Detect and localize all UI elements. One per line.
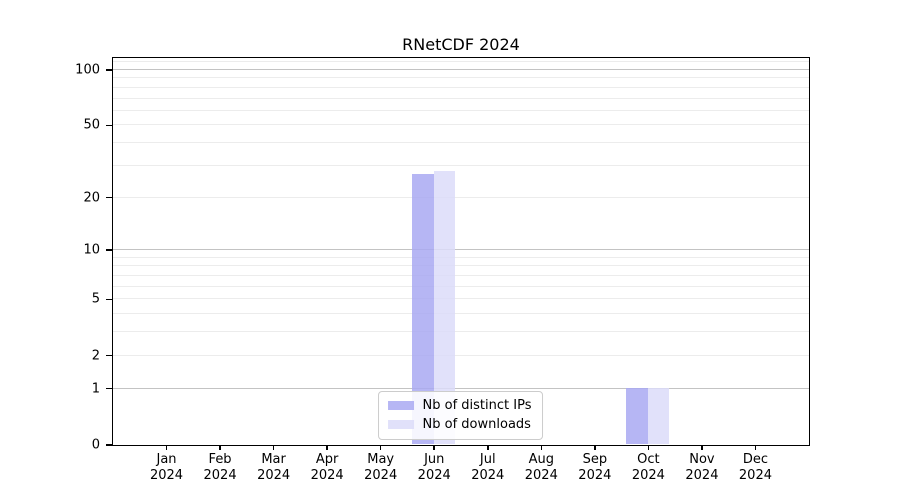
y-tick-label: 10 [83, 242, 100, 258]
x-tick-label: Nov 2024 [667, 452, 737, 484]
x-tick-year: 2024 [310, 468, 344, 483]
legend-item-downloads: Nb of downloads [387, 416, 532, 432]
major-gridline [112, 387, 809, 389]
y-tick-mark [106, 298, 112, 301]
chart-title: RNetCDF 2024 [402, 35, 520, 54]
y-tick-label: 100 [75, 62, 100, 78]
x-tick-month: Apr [315, 452, 339, 467]
plot-area: Nb of distinct IPs Nb of downloads [111, 56, 810, 446]
x-tick-label: Mar 2024 [239, 452, 309, 484]
x-tick-label: Oct 2024 [613, 452, 683, 484]
x-tick-label: Apr 2024 [292, 452, 362, 484]
minor-gridline [112, 61, 809, 63]
y-tick-mark [106, 124, 112, 127]
x-tick-year: 2024 [417, 468, 451, 483]
x-tick-mark [219, 445, 221, 450]
minor-gridline [112, 142, 809, 144]
x-tick-label: Jun 2024 [399, 452, 469, 484]
y-tick-label: 0 [91, 437, 100, 453]
bar-downloads-jun [433, 170, 456, 445]
x-tick-month: Jul [479, 452, 496, 467]
minor-gridline [112, 124, 809, 126]
major-gridline [112, 249, 809, 251]
y-tick-label: 1 [91, 381, 100, 397]
minor-gridline [112, 164, 809, 166]
legend: Nb of distinct IPs Nb of downloads [377, 390, 544, 440]
x-tick-year: 2024 [631, 468, 665, 483]
x-tick-year: 2024 [524, 468, 558, 483]
legend-label-downloads: Nb of downloads [422, 416, 531, 432]
y-tick-label: 50 [83, 117, 100, 133]
x-tick-month: May [367, 452, 395, 467]
x-tick-year: 2024 [203, 468, 237, 483]
bar-downloads-oct [647, 388, 670, 445]
legend-item-distinct-ips: Nb of distinct IPs [387, 397, 532, 413]
x-tick-month: Oct [637, 452, 660, 467]
major-gridline [112, 68, 809, 70]
x-tick-label: Feb 2024 [185, 452, 255, 484]
legend-swatch-distinct-ips [387, 400, 414, 410]
minor-gridline [112, 275, 809, 276]
x-tick-month: Sep [582, 452, 608, 467]
minor-gridline [112, 196, 809, 198]
bar-distinct-ips-jun [412, 173, 434, 445]
minor-gridline [112, 86, 809, 88]
x-tick-month: Jun [424, 452, 445, 467]
x-tick-month: Feb [208, 452, 232, 467]
y-tick-mark [106, 249, 112, 251]
x-tick-year: 2024 [685, 468, 719, 483]
minor-gridline [112, 256, 809, 258]
minor-gridline [112, 285, 809, 287]
x-tick-month: Dec [742, 452, 769, 467]
minor-gridline [112, 97, 809, 99]
x-tick-month: Aug [528, 452, 554, 467]
y-tick-mark [106, 354, 112, 357]
y-tick-label: 2 [91, 348, 100, 364]
x-tick-year: 2024 [257, 468, 291, 483]
x-tick-mark [379, 445, 382, 450]
minor-gridline [112, 331, 809, 333]
x-tick-mark [165, 445, 168, 450]
x-tick-year: 2024 [364, 468, 398, 483]
y-tick-mark [106, 196, 112, 199]
minor-gridline [112, 265, 809, 267]
y-tick-label: 5 [91, 291, 100, 307]
x-tick-year: 2024 [471, 468, 505, 483]
x-tick-month: Jan [156, 452, 177, 467]
y-tick-label: 20 [83, 190, 100, 206]
x-tick-mark [326, 445, 328, 450]
minor-gridline [112, 298, 809, 300]
x-tick-year: 2024 [149, 468, 184, 483]
y-tick-mark [106, 387, 112, 390]
x-tick-mark [540, 445, 543, 450]
x-tick-mark [701, 445, 703, 450]
x-tick-month: Nov [689, 452, 715, 467]
y-tick-mark [106, 69, 112, 71]
x-tick-label: Jan 2024 [132, 452, 202, 484]
x-tick-label: May 2024 [346, 452, 416, 484]
x-tick-mark [487, 445, 489, 450]
x-tick-year: 2024 [738, 468, 772, 483]
legend-label-distinct-ips: Nb of distinct IPs [422, 397, 532, 413]
x-tick-month: Mar [261, 452, 286, 467]
x-tick-mark [272, 445, 275, 450]
x-tick-mark [433, 445, 435, 450]
minor-gridline [112, 313, 809, 315]
x-tick-mark [594, 445, 596, 450]
bar-distinct-ips-oct [626, 388, 648, 445]
x-tick-label: Aug 2024 [506, 452, 576, 484]
x-tick-label: Dec 2024 [720, 452, 790, 484]
x-tick-label: Jul 2024 [453, 452, 523, 484]
minor-gridline [112, 77, 809, 79]
x-tick-mark [647, 445, 650, 450]
y-tick-mark [106, 444, 112, 446]
x-tick-year: 2024 [578, 468, 612, 483]
x-tick-mark [754, 445, 757, 450]
legend-swatch-downloads [387, 419, 414, 429]
minor-gridline [112, 354, 809, 356]
minor-gridline [112, 109, 809, 111]
x-tick-label: Sep 2024 [560, 452, 630, 484]
